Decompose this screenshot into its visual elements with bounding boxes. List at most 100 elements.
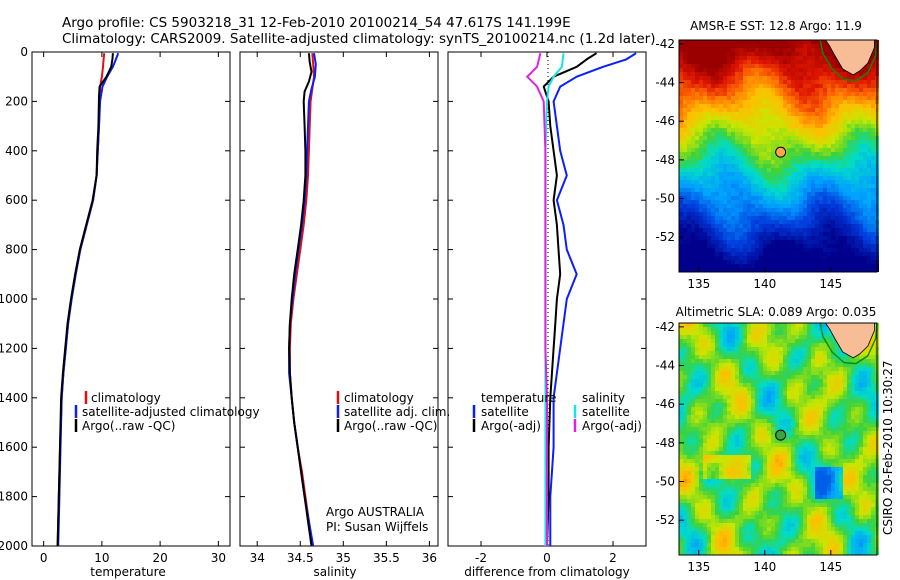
heatmap-cell [727,104,731,108]
heatmap-cell [779,439,783,443]
heatmap-cell [823,375,827,379]
heatmap-cell [743,72,747,76]
heatmap-cell [747,220,751,224]
heatmap-cell [723,435,727,439]
heatmap-cell [867,212,871,216]
heatmap-cell [775,471,779,475]
heatmap-cell [743,455,747,459]
heatmap-cell [851,367,855,371]
heatmap-cell [791,451,795,455]
heatmap-cell [807,52,811,56]
heatmap-cell [743,236,747,240]
heatmap-cell [739,355,743,359]
heatmap-cell [783,355,787,359]
heatmap-cell [695,403,699,407]
heatmap-cell [815,351,819,355]
heatmap-cell [679,351,683,355]
heatmap-cell [687,132,691,136]
heatmap-cell [847,76,851,80]
heatmap-cell [767,451,771,455]
heatmap-cell [795,44,799,48]
heatmap-cell [691,252,695,256]
heatmap-cell [731,331,735,335]
heatmap-cell [691,403,695,407]
heatmap-cell [871,108,875,112]
heatmap-cell [835,371,839,375]
heatmap-cell [715,236,719,240]
heatmap-cell [847,375,851,379]
heatmap-cell [815,379,819,383]
heatmap-cell [759,164,763,168]
heatmap-cell [743,367,747,371]
heatmap-cell [751,184,755,188]
heatmap-cell [823,391,827,395]
heatmap-cell [843,399,847,403]
heatmap-cell [863,128,867,132]
heatmap-cell [751,407,755,411]
heatmap-cell [703,152,707,156]
heatmap-cell [743,387,747,391]
heatmap-cell [795,463,799,467]
heatmap-cell [751,204,755,208]
heatmap-cell [699,256,703,260]
heatmap-cell [847,391,851,395]
heatmap-cell [787,240,791,244]
heatmap-cell [767,220,771,224]
heatmap-cell [803,124,807,128]
heatmap-cell [707,463,711,467]
heatmap-cell [859,236,863,240]
heatmap-cell [851,224,855,228]
heatmap-cell [859,459,863,463]
heatmap-cell [795,40,799,44]
heatmap-cell [779,459,783,463]
heatmap-cell [819,88,823,92]
heatmap-cell [847,236,851,240]
heatmap-cell [715,423,719,427]
heatmap-cell [707,204,711,208]
heatmap-cell [743,200,747,204]
heatmap-cell [791,216,795,220]
heatmap-cell [727,467,731,471]
heatmap-cell [735,148,739,152]
heatmap-cell [779,455,783,459]
heatmap-cell [707,120,711,124]
heatmap-cell [827,256,831,260]
heatmap-cell [867,427,871,431]
heatmap-cell [871,204,875,208]
heatmap-cell [679,248,683,252]
heatmap-cell [711,156,715,160]
heatmap-cell [747,132,751,136]
heatmap-cell [807,116,811,120]
heatmap-cell [831,204,835,208]
heatmap-cell [719,212,723,216]
heatmap-cell [815,327,819,331]
heatmap-cell [763,395,767,399]
heatmap-cell [851,132,855,136]
heatmap-cell [711,124,715,128]
heatmap-cell [775,375,779,379]
heatmap-cell [775,88,779,92]
heatmap-cell [783,40,787,44]
heatmap-cell [771,347,775,351]
heatmap-cell [835,403,839,407]
heatmap-cell [807,196,811,200]
heatmap-cell [719,395,723,399]
heatmap-cell [847,108,851,112]
heatmap-cell [715,160,719,164]
heatmap-cell [795,431,799,435]
heatmap-cell [863,379,867,383]
heatmap-cell [795,112,799,116]
heatmap-cell [807,44,811,48]
heatmap-cell [831,192,835,196]
heatmap-cell [839,427,843,431]
heatmap-cell [715,56,719,60]
heatmap-cell [791,192,795,196]
heatmap-cell [859,387,863,391]
heatmap-cell [839,204,843,208]
heatmap-cell [871,419,875,423]
heatmap-cell [687,192,691,196]
heatmap-cell [831,256,835,260]
heatmap-cell [727,76,731,80]
heatmap-cell [799,188,803,192]
heatmap-cell [727,200,731,204]
